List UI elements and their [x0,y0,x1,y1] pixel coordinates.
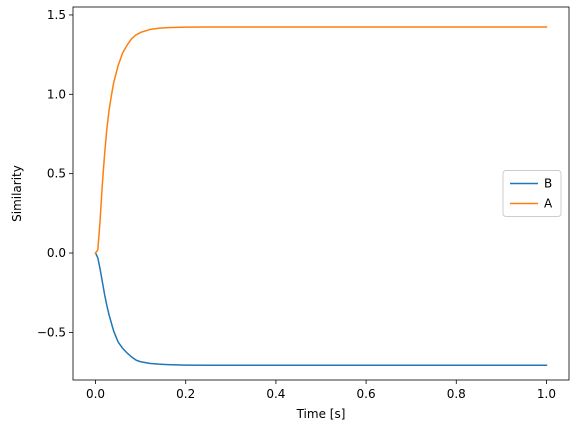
x-axis-label: Time [s] [296,407,346,421]
legend-label-a: A [544,197,553,211]
series-line-b [94,252,548,366]
y-tick-label: 1.5 [47,8,66,22]
legend: BA [502,170,562,217]
x-tick-label: 0.4 [266,387,285,401]
x-tick-label: 0.2 [176,387,195,401]
y-tick-label: 0.0 [47,246,66,260]
y-tick-label: −0.5 [37,325,66,339]
y-axis-ticks: −0.5 0.0 0.5 1.0 1.5 [37,8,73,339]
plot-frame [72,6,570,381]
y-tick-label: 0.5 [47,167,66,181]
series-layer [94,26,548,366]
x-tick-label: 0.8 [447,387,466,401]
legend-box [502,170,562,217]
legend-label-b: B [544,177,552,191]
x-axis-ticks: 0.0 0.2 0.4 0.6 0.8 1.0 [86,380,556,401]
series-line-a [94,26,548,255]
y-axis-label: Similarity [10,165,24,222]
x-tick-label: 0.6 [357,387,376,401]
x-tick-label: 1.0 [537,387,556,401]
x-tick-label: 0.0 [86,387,105,401]
y-tick-label: 1.0 [47,87,66,101]
